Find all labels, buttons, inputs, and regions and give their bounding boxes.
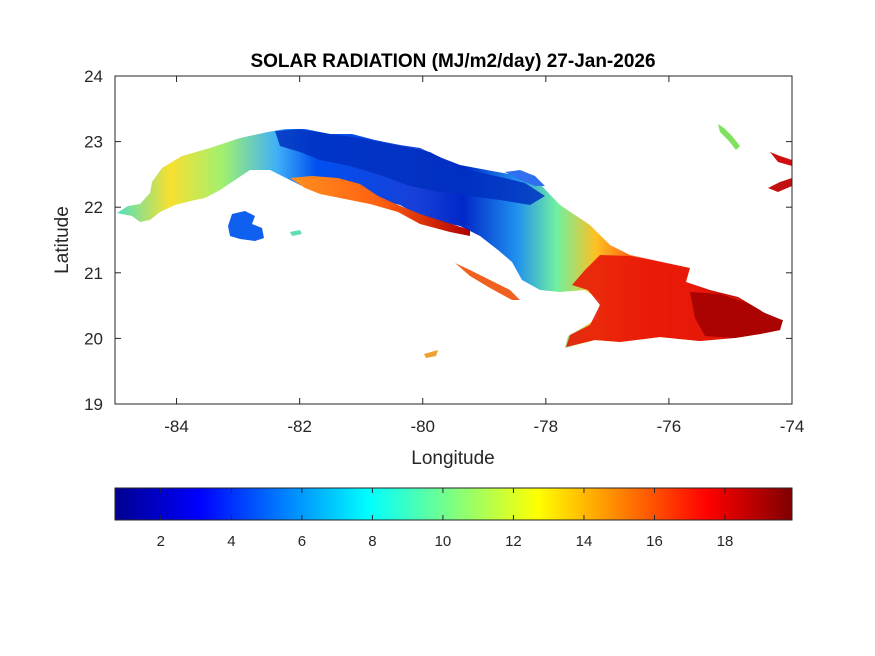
x-axis: -84 -82 -80 -78 -76 -74 <box>164 76 804 436</box>
y-tick-label: 23 <box>84 133 103 152</box>
x-tick-label: -78 <box>534 417 559 436</box>
colorbar-tick-label: 18 <box>717 533 734 550</box>
y-tick-label: 24 <box>84 67 103 86</box>
southeast-coast-fragment <box>770 152 792 166</box>
northeast-cay <box>718 124 740 150</box>
x-tick-label: -80 <box>410 417 435 436</box>
colorbar-ticks: 2 4 6 8 10 12 14 16 18 <box>157 488 734 550</box>
north-central-band <box>275 129 545 205</box>
x-tick-label: -84 <box>164 417 189 436</box>
y-tick-label: 19 <box>84 395 103 414</box>
plot-area <box>114 75 793 405</box>
colorbar-tick-label: 4 <box>227 533 235 550</box>
radiation-map <box>117 124 792 358</box>
zapata-hot-area <box>290 176 470 236</box>
guantanamo-dark-region <box>690 292 782 338</box>
colorbar-tick-label: 16 <box>646 533 663 550</box>
cay-fragment <box>424 350 438 358</box>
colorbar-tick-label: 14 <box>576 533 593 550</box>
southern-cays <box>455 263 520 300</box>
chart-title: SOLAR RADIATION (MJ/m2/day) 27-Jan-2026 <box>250 51 655 72</box>
y-tick-label: 20 <box>84 329 103 348</box>
x-tick-label: -82 <box>287 417 312 436</box>
colorbar-tick-label: 2 <box>157 533 165 550</box>
x-axis-label: Longitude <box>411 448 494 469</box>
colorbar-tick-label: 6 <box>298 533 306 550</box>
cay-fragment-2 <box>290 230 302 236</box>
colorbar-tick-label: 10 <box>435 533 452 550</box>
y-tick-label: 21 <box>84 264 103 283</box>
x-tick-label: -76 <box>657 417 682 436</box>
isla-de-la-juventud <box>228 211 264 241</box>
colorbar-tick-label: 12 <box>505 533 522 550</box>
x-tick-label: -74 <box>780 417 805 436</box>
northern-cays <box>505 170 545 186</box>
southeast-coast-fragment-2 <box>768 178 792 192</box>
y-axis: 19 20 21 22 23 24 <box>84 67 792 414</box>
y-tick-label: 22 <box>84 198 103 217</box>
y-axis-label: Latitude <box>52 206 73 274</box>
colorbar <box>114 487 793 521</box>
colorbar-tick-label: 8 <box>368 533 376 550</box>
